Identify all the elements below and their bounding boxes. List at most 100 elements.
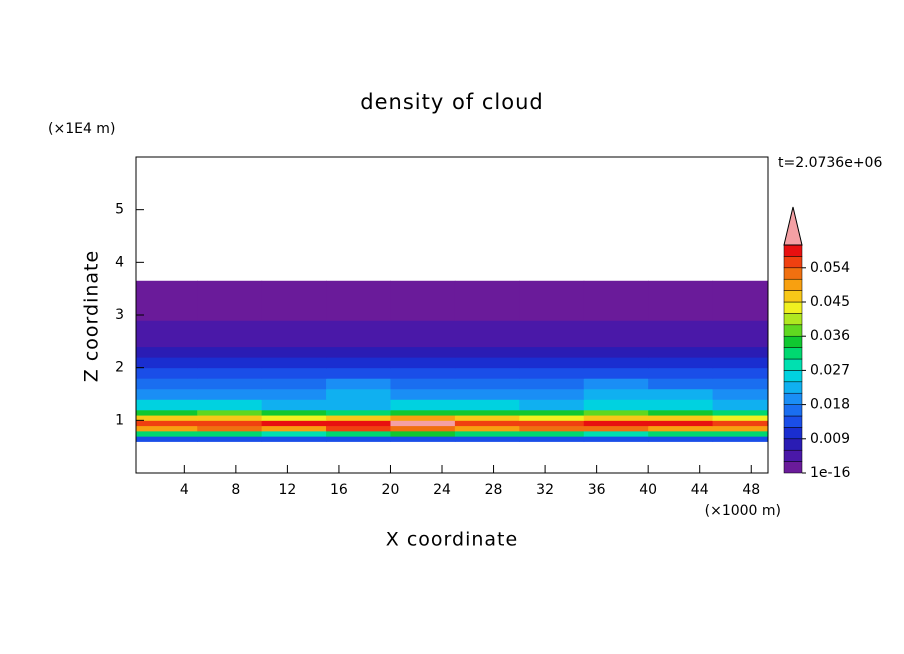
- contour-cell: [326, 420, 391, 427]
- contour-cell: [390, 280, 456, 321]
- contour-cell: [197, 378, 263, 390]
- x-tick-label: 36: [588, 482, 606, 498]
- contour-cell: [197, 320, 263, 348]
- x-tick-label: 32: [536, 482, 554, 498]
- colorbar-band: [783, 461, 803, 474]
- contour-cell: [712, 320, 769, 348]
- x-unit: (×1000 m): [705, 503, 781, 519]
- contour-cell: [712, 415, 769, 421]
- contour-cell: [326, 280, 391, 321]
- contour-cell: [712, 357, 769, 369]
- colorbar-band: [783, 335, 803, 348]
- colorbar-band: [783, 301, 803, 314]
- x-tick-label: 48: [742, 482, 760, 498]
- colorbar-tick-label: 0.054: [810, 260, 850, 276]
- y-tick-label: 1: [115, 412, 124, 428]
- contour-cell: [648, 320, 714, 348]
- contour-cell: [390, 378, 456, 390]
- colorbar-band: [783, 256, 803, 269]
- y-tick-label: 5: [115, 202, 124, 218]
- contour-cell: [136, 367, 198, 379]
- contour-cell: [390, 430, 456, 437]
- contour-cell: [261, 357, 327, 369]
- contour-cell: [390, 409, 456, 416]
- colorbar-band: [783, 427, 803, 440]
- contour-cell: [648, 425, 714, 432]
- contour-cell: [454, 399, 520, 411]
- contour-cell: [454, 415, 520, 421]
- contour-cell: [261, 409, 327, 416]
- contour-cell: [326, 367, 391, 379]
- contour-cell: [326, 415, 391, 421]
- contour-cell: [390, 357, 456, 369]
- contour-cell: [326, 388, 391, 400]
- contour-cell: [519, 357, 585, 369]
- x-tick-label: 16: [330, 482, 348, 498]
- contour-cell: [648, 280, 714, 321]
- contour-cell: [326, 430, 391, 437]
- contour-cell: [583, 420, 649, 427]
- contour-cell: [519, 430, 585, 437]
- contour-cell: [648, 430, 714, 437]
- colorbar-tick-label: 0.027: [810, 362, 850, 378]
- colorbar-band: [783, 392, 803, 405]
- contour-cell: [583, 378, 649, 390]
- contour-cell: [583, 320, 649, 348]
- colorbar-band: [783, 347, 803, 360]
- contour-cell: [261, 399, 327, 411]
- contour-cell: [454, 280, 520, 321]
- contour-cell: [712, 425, 769, 432]
- contour-cell: [197, 436, 263, 442]
- time-label: t=2.0736e+06: [778, 155, 882, 171]
- contour-cell: [648, 388, 714, 400]
- contour-cell: [136, 320, 198, 348]
- x-axis-label: X coordinate: [386, 529, 518, 551]
- contour-cell: [648, 367, 714, 379]
- colorbar-tick-label: 1e-16: [810, 465, 850, 481]
- contour-cell: [261, 415, 327, 421]
- colorbar-band: [783, 438, 803, 451]
- colorbar-band: [783, 290, 803, 303]
- x-tick-label: 12: [278, 482, 296, 498]
- colorbar-band: [783, 370, 803, 383]
- contour-cell: [136, 346, 198, 358]
- contour-cell: [326, 346, 391, 358]
- contour-cell: [390, 388, 456, 400]
- y-axis-label: Z coordinate: [81, 250, 103, 382]
- contour-cell: [454, 425, 520, 432]
- contour-cell: [519, 409, 585, 416]
- contour-cell: [261, 420, 327, 427]
- contour-cell: [712, 409, 769, 416]
- contour-cell: [326, 425, 391, 432]
- colorbar-band: [783, 278, 803, 291]
- contour-cell: [390, 436, 456, 442]
- contour-cell: [261, 388, 327, 400]
- contour-cell: [583, 367, 649, 379]
- contour-cell: [454, 436, 520, 442]
- contour-cell: [648, 409, 714, 416]
- x-tick-label: 44: [691, 482, 709, 498]
- contour-cell: [136, 357, 198, 369]
- contour-cell: [583, 346, 649, 358]
- contour-cell: [712, 280, 769, 321]
- contour-cell: [390, 399, 456, 411]
- chart-title: density of cloud: [360, 90, 543, 114]
- contour-cell: [136, 420, 198, 427]
- contour-cell: [326, 378, 391, 390]
- y-tick-label: 3: [115, 307, 124, 323]
- contour-cell: [326, 399, 391, 411]
- contour-cell: [648, 415, 714, 421]
- contour-cell: [583, 280, 649, 321]
- contour-cell: [261, 425, 327, 432]
- contour-cell: [519, 436, 585, 442]
- colorbar-band: [783, 267, 803, 280]
- x-tick-label: 20: [382, 482, 400, 498]
- contour-cell: [519, 320, 585, 348]
- contour-cell: [390, 425, 456, 432]
- contour-cell: [326, 320, 391, 348]
- contour-cell: [136, 436, 198, 442]
- contour-cell: [326, 436, 391, 442]
- colorbar-band: [783, 404, 803, 417]
- contour-cell: [519, 388, 585, 400]
- y-tick-label: 4: [115, 254, 124, 270]
